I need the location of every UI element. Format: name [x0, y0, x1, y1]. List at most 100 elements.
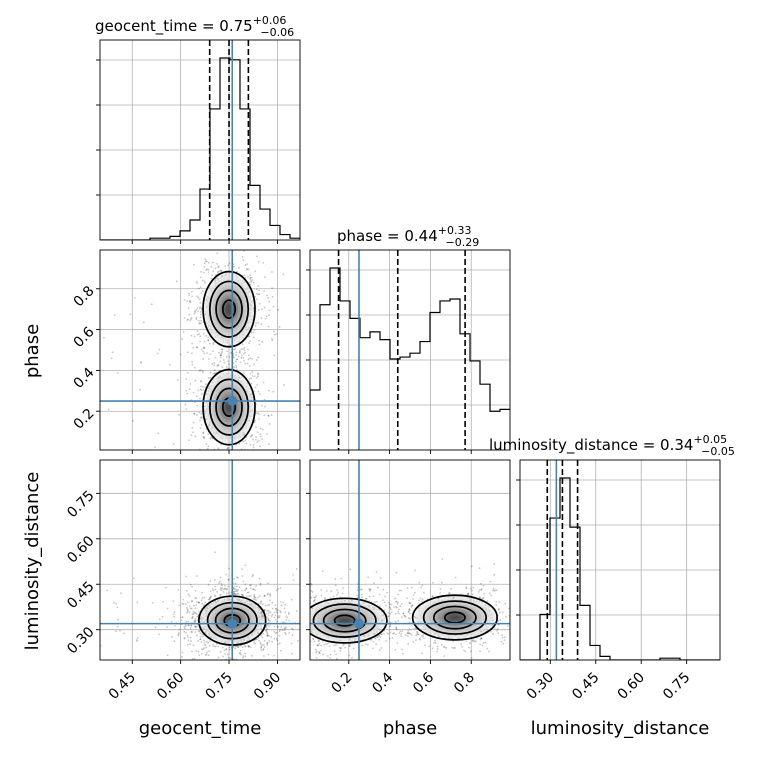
grid-lines: [520, 460, 720, 660]
sample-point: [265, 625, 268, 628]
sample-point: [247, 645, 250, 647]
sample-point: [234, 585, 236, 588]
sample-point: [295, 620, 297, 622]
sample-point: [373, 582, 375, 585]
sample-point: [539, 584, 541, 586]
sample-point: [219, 593, 222, 596]
sample-point: [273, 330, 275, 333]
sample-point: [259, 445, 262, 448]
sample-point: [202, 347, 205, 350]
sample-point: [245, 587, 248, 590]
sample-point: [390, 603, 393, 606]
sample-point: [263, 290, 265, 292]
sample-point: [263, 609, 266, 611]
sample-point: [209, 437, 212, 440]
sample-point: [308, 620, 310, 622]
sample-point: [257, 375, 259, 378]
sample-point: [418, 633, 420, 636]
sample-point: [196, 615, 199, 618]
sample-point: [340, 647, 343, 649]
sample-point: [200, 393, 203, 396]
sample-point: [185, 663, 187, 665]
sample-point: [202, 346, 205, 349]
sample-point: [277, 588, 280, 590]
sample-point: [205, 653, 208, 656]
sample-point: [339, 649, 342, 652]
sample-point: [470, 650, 472, 653]
sample-point: [315, 651, 317, 654]
sample-point: [342, 644, 345, 647]
truth-point: [227, 618, 238, 629]
sample-point: [283, 607, 286, 610]
sample-point: [267, 604, 269, 607]
sample-point: [451, 646, 453, 649]
sample-point: [206, 651, 209, 654]
sample-point: [244, 362, 246, 365]
sample-point: [206, 676, 208, 678]
sample-point: [208, 669, 210, 671]
sample-point: [412, 641, 415, 643]
sample-point: [202, 321, 205, 324]
sample-point: [198, 411, 201, 414]
sample-point: [194, 612, 197, 615]
title-geocent-time: geocent_time = 0.75+0.06 −0.06: [95, 14, 294, 39]
sample-point: [150, 303, 153, 306]
sample-point: [178, 632, 180, 635]
sample-point: [263, 306, 266, 309]
sample-point: [416, 633, 419, 635]
sample-point: [215, 454, 217, 456]
sample-point: [201, 370, 204, 372]
sample-point: [406, 632, 409, 635]
sample-point: [229, 657, 232, 660]
sample-point: [267, 619, 270, 622]
sample-point: [411, 604, 414, 607]
sample-point: [478, 590, 480, 593]
sample-point: [162, 600, 164, 603]
sample-point: [241, 593, 244, 596]
sample-point: [117, 618, 119, 621]
sample-point: [359, 588, 362, 591]
sample-point: [389, 624, 392, 626]
sample-point: [227, 585, 230, 588]
sample-point: [273, 616, 276, 619]
sample-point: [217, 467, 219, 469]
sample-point: [318, 651, 321, 654]
sample-point: [210, 277, 213, 280]
sample-point: [174, 624, 177, 627]
sample-point: [236, 576, 238, 579]
sample-point: [260, 404, 263, 407]
x-tick-label: 0.60: [615, 670, 648, 703]
sample-point: [218, 582, 221, 585]
sample-point: [215, 643, 218, 645]
sample-point: [375, 636, 378, 638]
sample-point: [262, 261, 265, 264]
sample-point: [255, 293, 258, 295]
sample-point: [380, 633, 382, 636]
sample-point: [214, 595, 217, 598]
sample-point: [361, 596, 364, 599]
sample-point: [250, 654, 253, 657]
sample-point: [212, 372, 215, 375]
sample-point: [205, 640, 208, 643]
y-tick-label: 0.8: [71, 283, 98, 310]
sample-point: [307, 618, 309, 620]
panel-frame: [519, 459, 721, 661]
sample-point: [262, 381, 265, 384]
sample-point: [258, 417, 260, 420]
sample-point: [106, 589, 109, 592]
sample-point: [199, 276, 202, 279]
sample-point: [194, 619, 197, 622]
sample-point: [181, 616, 184, 619]
sample-point: [247, 268, 250, 271]
sample-point: [370, 600, 373, 603]
sample-point: [199, 306, 201, 309]
sample-point: [255, 585, 258, 587]
sample-point: [186, 634, 189, 637]
sample-point: [266, 631, 269, 634]
sample-point: [187, 292, 190, 295]
sample-point: [479, 643, 481, 646]
sample-point: [504, 661, 506, 663]
sample-point: [135, 639, 138, 641]
y-tick-label: 0.4: [71, 365, 98, 392]
sample-point: [203, 647, 206, 649]
